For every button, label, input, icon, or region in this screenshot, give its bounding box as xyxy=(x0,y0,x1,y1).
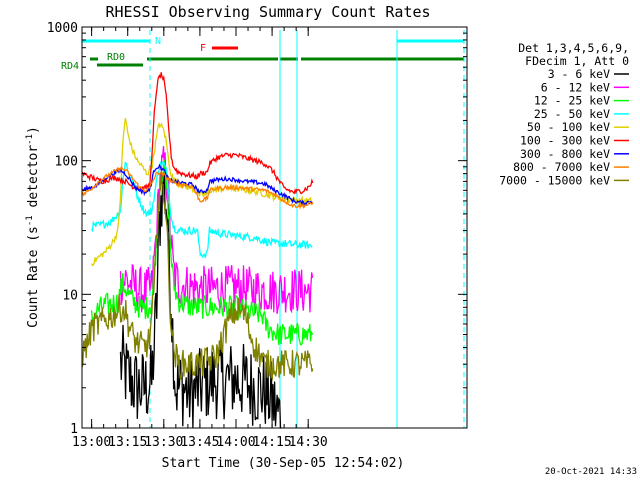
legend-entry: 100 - 300 keV xyxy=(520,134,610,148)
legend-entry: 300 - 800 keV xyxy=(520,147,610,161)
y-tick-label: 100 xyxy=(55,155,78,170)
flag-label: RD0 xyxy=(107,52,125,63)
legend: Det 1,3,4,5,6,9, FDecim 1, Att 0 3 - 6 k… xyxy=(499,41,629,187)
flag-label: F xyxy=(200,43,206,54)
flag-label: N xyxy=(155,36,161,47)
y-axis-label-sup-2: -1 xyxy=(25,134,35,145)
timestamp: 20-Oct-2021 14:33 xyxy=(545,467,637,477)
plot-frame xyxy=(81,26,468,429)
x-tick-label: 13:00 xyxy=(72,435,111,450)
legend-entry: 6 - 12 keV xyxy=(541,80,610,94)
y-tick-label: 10 xyxy=(62,288,78,303)
y-tick-label: 1000 xyxy=(47,21,78,36)
x-tick-label: 14:00 xyxy=(216,435,255,450)
y-axis-label-mid: detector xyxy=(26,145,41,216)
series-line xyxy=(90,159,313,346)
series-line xyxy=(81,72,314,195)
y-axis-label-sup: -1 xyxy=(25,215,35,226)
observing-flags: N F RD0 RD4 xyxy=(61,30,465,428)
legend-header-2: FDecim 1, Att 0 xyxy=(525,54,629,68)
y-tick-label: 1 xyxy=(70,422,78,437)
chart-title: RHESSI Observing Summary Count Rates xyxy=(105,3,430,21)
legend-entry: 7000 - 15000 keV xyxy=(499,173,610,187)
series-line xyxy=(119,172,282,429)
series-traces xyxy=(81,72,314,429)
y-axis: 1 10 100 1000 xyxy=(47,21,467,437)
legend-header-1: Det 1,3,4,5,6,9, xyxy=(518,41,629,55)
x-tick-label: 14:15 xyxy=(253,435,292,450)
y-axis-label: Count Rate (s-1 detector-1) xyxy=(25,126,41,328)
x-tick-label: 13:45 xyxy=(180,435,219,450)
legend-entry: 12 - 25 keV xyxy=(534,94,610,108)
y-axis-label-start: Count Rate (s xyxy=(26,226,41,328)
legend-entry: 50 - 100 keV xyxy=(527,120,610,134)
x-tick-label: 13:15 xyxy=(108,435,147,450)
y-axis-label-end: ) xyxy=(26,126,41,134)
legend-entry: 3 - 6 keV xyxy=(548,67,610,81)
series-line xyxy=(81,172,314,382)
x-axis-label: Start Time (30-Sep-05 12:54:02) xyxy=(162,456,405,471)
legend-entry: 25 - 50 keV xyxy=(534,107,610,121)
legend-entry: 800 - 7000 keV xyxy=(513,160,610,174)
series-line xyxy=(81,166,314,210)
x-tick-label: 13:30 xyxy=(144,435,183,450)
flag-label: RD4 xyxy=(61,61,79,72)
series-line xyxy=(91,160,313,259)
x-tick-label: 14:30 xyxy=(289,435,328,450)
